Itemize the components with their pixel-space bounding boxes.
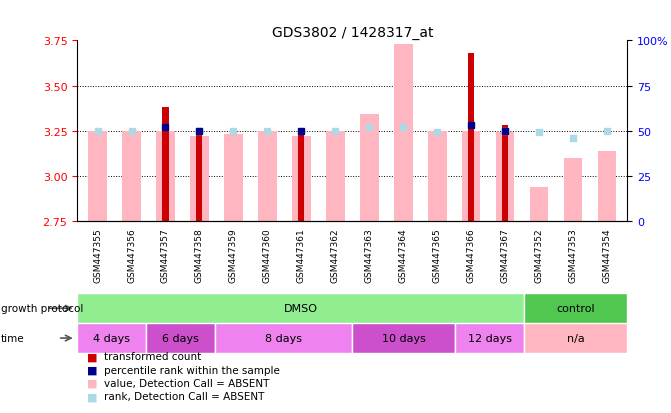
Text: 8 days: 8 days xyxy=(265,333,302,343)
Bar xyxy=(524,323,627,353)
Text: 10 days: 10 days xyxy=(382,333,426,343)
Bar xyxy=(146,323,215,353)
Bar xyxy=(360,115,378,221)
Bar xyxy=(224,135,243,221)
Bar xyxy=(156,131,175,221)
Bar xyxy=(197,131,203,221)
Text: control: control xyxy=(556,304,595,313)
Text: percentile rank within the sample: percentile rank within the sample xyxy=(104,365,280,375)
Text: growth protocol: growth protocol xyxy=(1,304,83,313)
Bar xyxy=(496,133,515,221)
Bar xyxy=(326,131,345,221)
Text: ■: ■ xyxy=(87,392,98,401)
Bar xyxy=(502,126,508,221)
Bar xyxy=(352,323,456,353)
Text: ■: ■ xyxy=(87,378,98,388)
Text: transformed count: transformed count xyxy=(104,351,201,361)
Bar xyxy=(462,131,480,221)
Title: GDS3802 / 1428317_at: GDS3802 / 1428317_at xyxy=(272,26,433,40)
Text: n/a: n/a xyxy=(567,333,584,343)
Text: value, Detection Call = ABSENT: value, Detection Call = ABSENT xyxy=(104,378,269,388)
Bar xyxy=(292,137,311,221)
Text: ■: ■ xyxy=(87,365,98,375)
Text: 4 days: 4 days xyxy=(93,333,130,343)
Bar xyxy=(88,131,107,221)
Bar xyxy=(394,45,413,221)
Bar xyxy=(456,323,524,353)
Text: rank, Detection Call = ABSENT: rank, Detection Call = ABSENT xyxy=(104,392,264,401)
Text: DMSO: DMSO xyxy=(284,304,317,313)
Bar xyxy=(258,131,276,221)
Bar xyxy=(77,294,524,323)
Bar xyxy=(564,158,582,221)
Bar xyxy=(77,323,146,353)
Bar xyxy=(190,137,209,221)
Bar xyxy=(428,131,446,221)
Bar xyxy=(524,294,627,323)
Bar xyxy=(299,131,305,221)
Text: 12 days: 12 days xyxy=(468,333,512,343)
Bar xyxy=(468,54,474,221)
Bar xyxy=(598,151,617,221)
Bar xyxy=(529,187,548,221)
Bar xyxy=(215,323,352,353)
Text: ■: ■ xyxy=(87,351,98,361)
Bar xyxy=(122,131,141,221)
Text: 6 days: 6 days xyxy=(162,333,199,343)
Text: time: time xyxy=(1,333,24,343)
Bar xyxy=(162,108,168,221)
